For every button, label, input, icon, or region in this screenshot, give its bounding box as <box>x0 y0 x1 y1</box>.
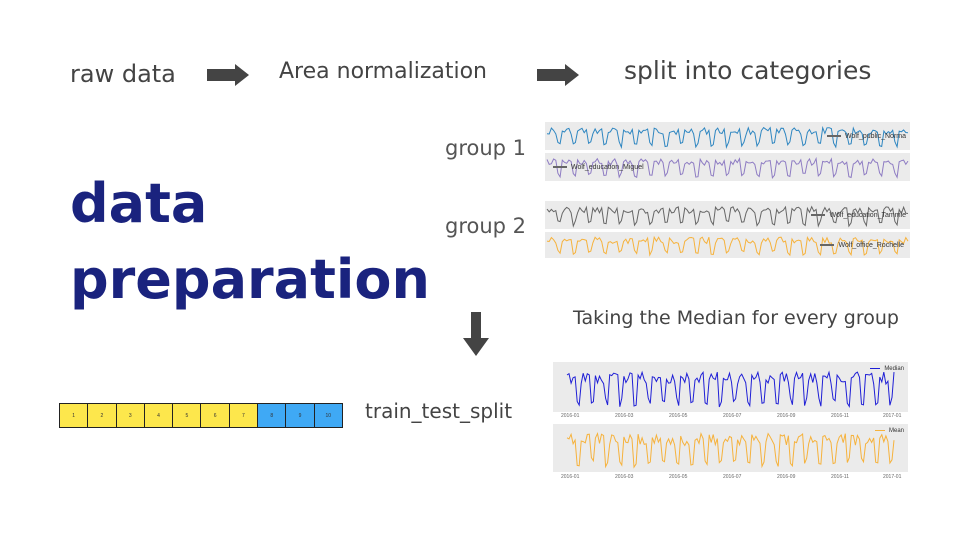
right-arrow-icon <box>207 64 251 90</box>
legend-g2-s1: Wolf_education_Tammie <box>811 212 906 219</box>
median-legend: Median <box>870 366 904 372</box>
legend-label: Wolf_office_Rochelle <box>838 242 904 249</box>
legend-g2-s2: Wolf_office_Rochelle <box>820 242 904 249</box>
x-tick: 2016-05 <box>669 413 688 419</box>
legend-swatch <box>820 244 835 246</box>
x-tick: 2016-09 <box>777 413 796 419</box>
split-segment: 5 <box>173 404 202 427</box>
x-tick: 2016-03 <box>615 413 634 419</box>
down-arrow-icon <box>463 312 489 360</box>
split-segment: 4 <box>144 404 174 427</box>
split-segment: 1 <box>60 404 89 427</box>
legend-label: Mean <box>888 428 904 434</box>
train-test-split-label: train_test_split <box>365 399 513 423</box>
x-tick: 2016-03 <box>615 474 634 480</box>
mean-legend: Mean <box>874 428 904 434</box>
ts-line-svg <box>566 432 895 469</box>
legend-swatch <box>827 135 842 137</box>
median-caption: Taking the Median for every group <box>573 307 899 329</box>
split-segment: 10 <box>314 404 342 427</box>
ts-line-svg <box>546 125 909 150</box>
split-segment: 8 <box>258 404 287 427</box>
split-segment: 3 <box>116 404 145 427</box>
right-arrow-icon <box>537 64 581 90</box>
x-tick: 2016-09 <box>777 474 796 480</box>
legend-label: Wolf_education_Miguel <box>571 164 644 171</box>
split-segment: 7 <box>229 404 259 427</box>
mean-chart: Mean <box>553 424 908 472</box>
x-tick: 2016-05 <box>669 474 688 480</box>
median-x-axis: 2016-01 2016-03 2016-05 2016-07 2016-09 … <box>553 413 908 423</box>
title-line-1: data <box>70 172 208 235</box>
x-tick: 2016-11 <box>831 413 849 419</box>
group-2-label: group 2 <box>445 214 527 238</box>
legend-label: Wolf_public_Norma <box>845 133 906 140</box>
ts-panel-g1-s2: Wolf_education_Miguel <box>545 153 910 181</box>
title-line-2: preparation <box>70 248 430 311</box>
x-tick: 2016-01 <box>561 474 580 480</box>
mean-x-axis: 2016-01 2016-03 2016-05 2016-07 2016-09 … <box>553 474 908 484</box>
split-segment: 2 <box>88 404 117 427</box>
split-segment: 6 <box>201 404 230 427</box>
train-test-split-bar: 1 2 3 4 5 6 7 8 9 10 <box>59 403 343 428</box>
step-split-categories: split into categories <box>624 56 872 85</box>
legend-label: Median <box>884 366 904 372</box>
step-area-normalization: Area normalization <box>279 59 487 84</box>
x-tick: 2016-01 <box>561 413 580 419</box>
step-raw-data: raw data <box>70 60 176 88</box>
ts-panel-g2-s2: Wolf_office_Rochelle <box>545 232 910 258</box>
ts-line-svg <box>546 235 909 257</box>
x-tick: 2016-07 <box>723 474 742 480</box>
ts-line-svg <box>546 205 909 228</box>
legend-label: Wolf_education_Tammie <box>829 212 906 219</box>
x-tick: 2017-01 <box>883 413 902 419</box>
legend-swatch <box>811 214 826 216</box>
ts-panel-g1-s1: Wolf_public_Norma <box>545 122 910 150</box>
x-tick: 2016-07 <box>723 413 742 419</box>
median-chart: Median <box>553 362 908 412</box>
x-tick: 2017-01 <box>883 474 902 480</box>
legend-g1-s1: Wolf_public_Norma <box>827 133 906 140</box>
legend-g1-s2: Wolf_education_Miguel <box>553 164 644 171</box>
page-title: data preparation <box>70 166 430 318</box>
ts-line-svg <box>546 156 909 180</box>
legend-swatch <box>874 429 885 432</box>
group-1-label: group 1 <box>445 136 527 160</box>
legend-swatch <box>553 166 567 168</box>
split-segment: 9 <box>286 404 315 427</box>
x-tick: 2016-11 <box>831 474 849 480</box>
legend-swatch <box>870 367 881 370</box>
ts-panel-g2-s1: Wolf_education_Tammie <box>545 201 910 229</box>
ts-line-svg <box>566 370 895 408</box>
